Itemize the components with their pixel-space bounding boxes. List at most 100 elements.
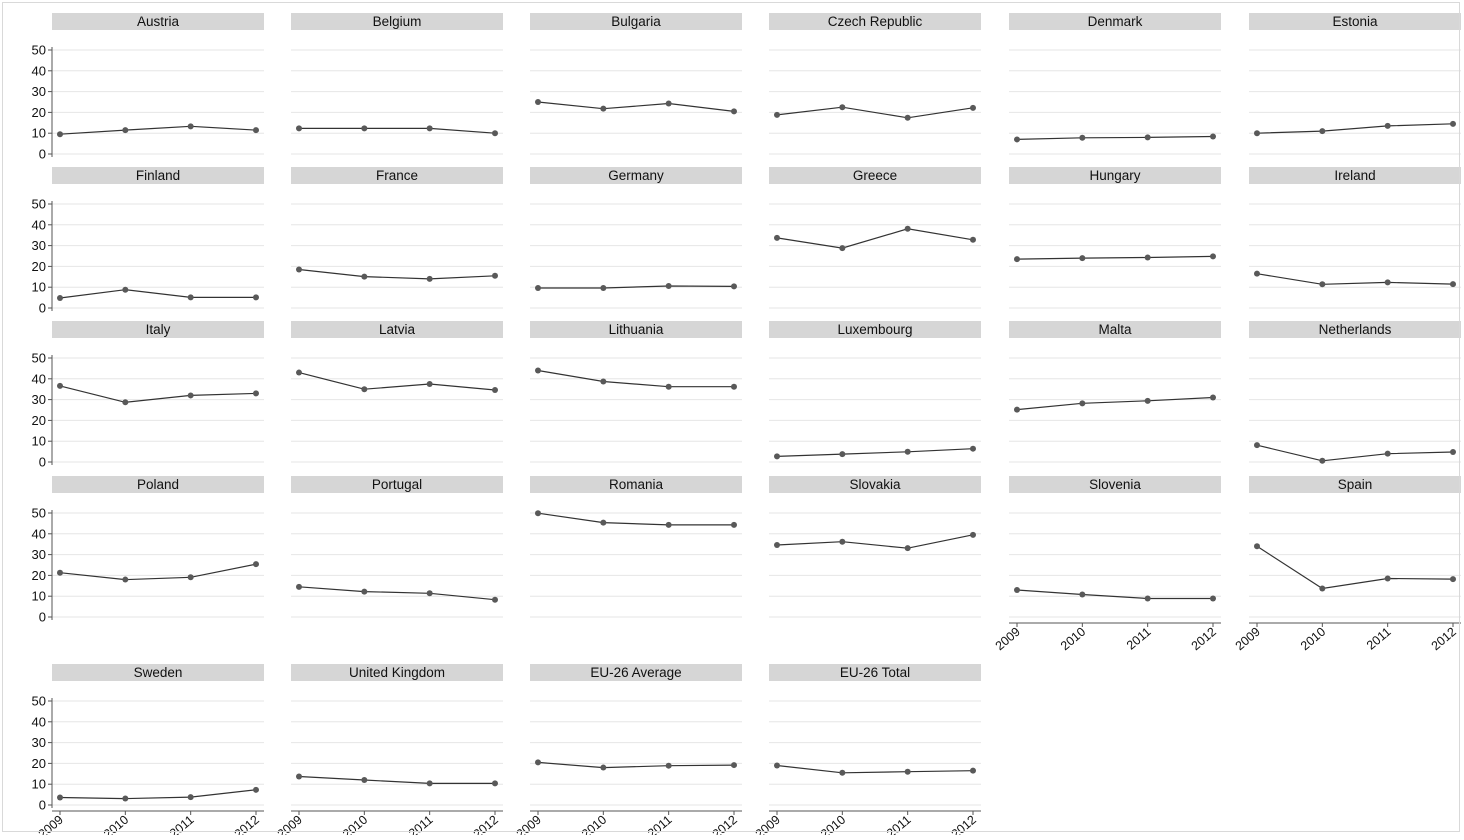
x-tick-label: 2011 bbox=[1364, 625, 1394, 653]
series-line bbox=[298, 586, 496, 601]
data-point bbox=[970, 445, 976, 452]
panel-estonia: Estonia bbox=[1249, 13, 1461, 155]
panel-belgium: Belgium bbox=[291, 13, 503, 155]
data-point bbox=[492, 780, 498, 787]
panel-title: Ireland bbox=[1334, 168, 1375, 183]
data-point bbox=[1144, 595, 1151, 602]
x-tick-label: 2011 bbox=[406, 813, 436, 835]
panel-strip bbox=[530, 664, 742, 681]
y-tick-label: 10 bbox=[32, 126, 46, 141]
series-line bbox=[299, 127, 496, 134]
data-point bbox=[774, 762, 780, 769]
panel-strip bbox=[52, 476, 264, 493]
data-point bbox=[122, 286, 129, 293]
data-point bbox=[1079, 255, 1086, 262]
data-point bbox=[600, 285, 607, 292]
x-tick-label: 2011 bbox=[884, 813, 914, 835]
data-point bbox=[1014, 256, 1020, 263]
y-tick-label: 40 bbox=[32, 714, 46, 729]
data-point bbox=[296, 125, 302, 132]
x-tick-label: 2009 bbox=[275, 813, 305, 835]
data-point bbox=[535, 367, 541, 374]
x-tick-label: 2012 bbox=[471, 813, 501, 835]
series-line bbox=[1256, 123, 1454, 134]
data-point bbox=[1210, 253, 1216, 260]
series-line bbox=[298, 775, 495, 785]
data-point bbox=[970, 767, 976, 774]
panel-title: Italy bbox=[146, 322, 171, 337]
data-point bbox=[492, 387, 498, 394]
data-point bbox=[839, 769, 846, 776]
data-point bbox=[57, 295, 63, 302]
panel-latvia: Latvia bbox=[291, 321, 503, 463]
y-tick-label: 30 bbox=[32, 547, 46, 562]
y-tick-label: 30 bbox=[32, 392, 46, 407]
data-point bbox=[774, 542, 780, 549]
panel-title: EU-26 Average bbox=[590, 665, 681, 680]
panel-sweden: Sweden 0 10 20 30 40 50 2009 2010 2011 2012 bbox=[32, 664, 264, 840]
data-point bbox=[1254, 442, 1260, 449]
panel-czech-republic: Czech Republic bbox=[769, 13, 981, 155]
y-tick-label: 50 bbox=[32, 694, 46, 709]
panel-finland: Finland 0 10 20 30 40 50 bbox=[32, 167, 264, 316]
data-point bbox=[839, 538, 846, 545]
series-line bbox=[1016, 396, 1214, 411]
data-point bbox=[361, 273, 368, 280]
panel-strip bbox=[52, 167, 264, 184]
data-point bbox=[1254, 543, 1260, 550]
data-point bbox=[1144, 397, 1151, 404]
data-point bbox=[600, 378, 607, 385]
data-point bbox=[1079, 400, 1086, 407]
data-point bbox=[1319, 585, 1326, 592]
panel-austria: Austria 0 10 20 30 40 50 bbox=[32, 13, 264, 162]
y-tick-label: 10 bbox=[32, 434, 46, 449]
data-point bbox=[361, 777, 368, 784]
data-point bbox=[600, 764, 607, 771]
panel-poland: Poland 0 10 20 30 40 50 bbox=[32, 476, 264, 625]
y-tick-label: 0 bbox=[39, 610, 46, 625]
data-point bbox=[774, 111, 780, 118]
x-tick-label: 2010 bbox=[340, 813, 370, 835]
data-point bbox=[839, 104, 846, 111]
series-line bbox=[1256, 273, 1454, 285]
series-line bbox=[538, 285, 735, 289]
data-point bbox=[904, 114, 911, 121]
data-point bbox=[535, 285, 541, 292]
series-line bbox=[537, 101, 735, 112]
y-tick-label: 40 bbox=[32, 371, 46, 386]
y-tick-label: 30 bbox=[32, 238, 46, 253]
y-tick-label: 40 bbox=[32, 63, 46, 78]
panel-strip bbox=[769, 476, 981, 493]
data-point bbox=[57, 794, 63, 801]
panel-ireland: Ireland bbox=[1249, 167, 1461, 309]
series-line bbox=[776, 764, 974, 774]
x-tick-label: 2009 bbox=[753, 813, 783, 835]
series-line bbox=[1016, 135, 1214, 140]
x-tick-label: 2010 bbox=[1058, 625, 1088, 654]
panel-strip bbox=[1009, 476, 1221, 493]
series-line bbox=[537, 512, 734, 526]
y-tick-label: 20 bbox=[32, 413, 46, 428]
x-tick-label: 2010 bbox=[579, 813, 609, 835]
x-tick-label: 2009 bbox=[36, 813, 66, 835]
y-tick-label: 40 bbox=[32, 217, 46, 232]
data-point bbox=[1384, 450, 1391, 457]
data-point bbox=[665, 383, 672, 390]
panel-title: France bbox=[376, 168, 418, 183]
panel-title: United Kingdom bbox=[349, 665, 445, 680]
data-point bbox=[731, 108, 737, 115]
panel-title: Denmark bbox=[1088, 14, 1143, 29]
y-tick-label: 30 bbox=[32, 735, 46, 750]
panel-strip bbox=[1249, 167, 1461, 184]
y-tick-label: 0 bbox=[39, 147, 46, 162]
y-tick-label: 10 bbox=[32, 589, 46, 604]
data-point bbox=[600, 105, 607, 112]
panel-title: Netherlands bbox=[1319, 322, 1392, 337]
x-tick-label: 2010 bbox=[101, 813, 131, 835]
panel-strip bbox=[291, 167, 503, 184]
y-tick-label: 20 bbox=[32, 105, 46, 120]
series-line bbox=[1256, 545, 1454, 590]
panel-title: Czech Republic bbox=[828, 14, 923, 29]
panel-lithuania: Lithuania bbox=[530, 321, 742, 463]
